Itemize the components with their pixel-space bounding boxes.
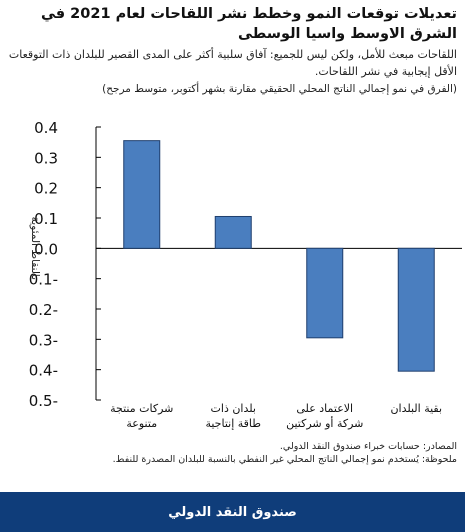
imf-footer-bar: صندوق النقد الدولي	[0, 492, 465, 532]
x-category-label: شركات منتجة	[110, 402, 173, 415]
bar-chart: 0.4 0.3 0.2 0.1 0.0 0.1- 0.2- 0.3- 0.4- 0.5- بالنق…	[29, 119, 462, 430]
chart-subtitle: اللقاحات مبعث للأمل، ولكن ليس للجميع: آف…	[8, 48, 457, 78]
y-tick-label: 0.2-	[29, 301, 58, 319]
x-category-label: الاعتماد على	[296, 402, 353, 415]
y-tick-label: 0.1-	[29, 271, 58, 289]
bar	[214, 215, 252, 249]
imf-brand-label: صندوق النقد الدولي	[168, 504, 297, 520]
bar	[123, 140, 161, 249]
y-tick-label: 0.4-	[29, 362, 58, 380]
y-tick-label: 0.0	[34, 240, 58, 258]
chart-sources: المصادر: حسابات خبراء صندوق النقد الدولي…	[5, 440, 457, 466]
chart-title: تعديلات توقعات النمو وخطط نشر اللقاحات ل…	[40, 6, 457, 42]
x-category-label: متنوعة	[126, 417, 157, 430]
y-tick-label: 0.3	[34, 149, 58, 167]
y-tick-label: 0.4	[34, 119, 58, 137]
y-axis-title: بالنقاط المئوية	[29, 217, 41, 280]
x-category-label: بلدان ذات	[211, 402, 256, 415]
remark-line: ملحوظة: يُستخدم نمو إجمالي الناتج المحلي…	[112, 454, 457, 465]
sources-line: المصادر: حسابات خبراء صندوق النقد الدولي…	[279, 441, 457, 452]
bar	[306, 247, 344, 339]
bar	[397, 247, 435, 372]
y-tick-label: 0.2	[34, 180, 58, 198]
y-tick-label: 0.3-	[29, 331, 58, 349]
y-tick-label: 0.1	[34, 210, 58, 228]
x-category-label: طاقة إنتاجية	[205, 417, 261, 430]
y-tick-label: 0.5-	[29, 392, 58, 410]
chart-note: (الفرق في نمو إجمالي الناتج المحلي الحقي…	[102, 83, 457, 95]
x-category-label: شركة أو شركتين	[286, 416, 363, 430]
x-category-label: بقية البلدان	[390, 402, 442, 415]
